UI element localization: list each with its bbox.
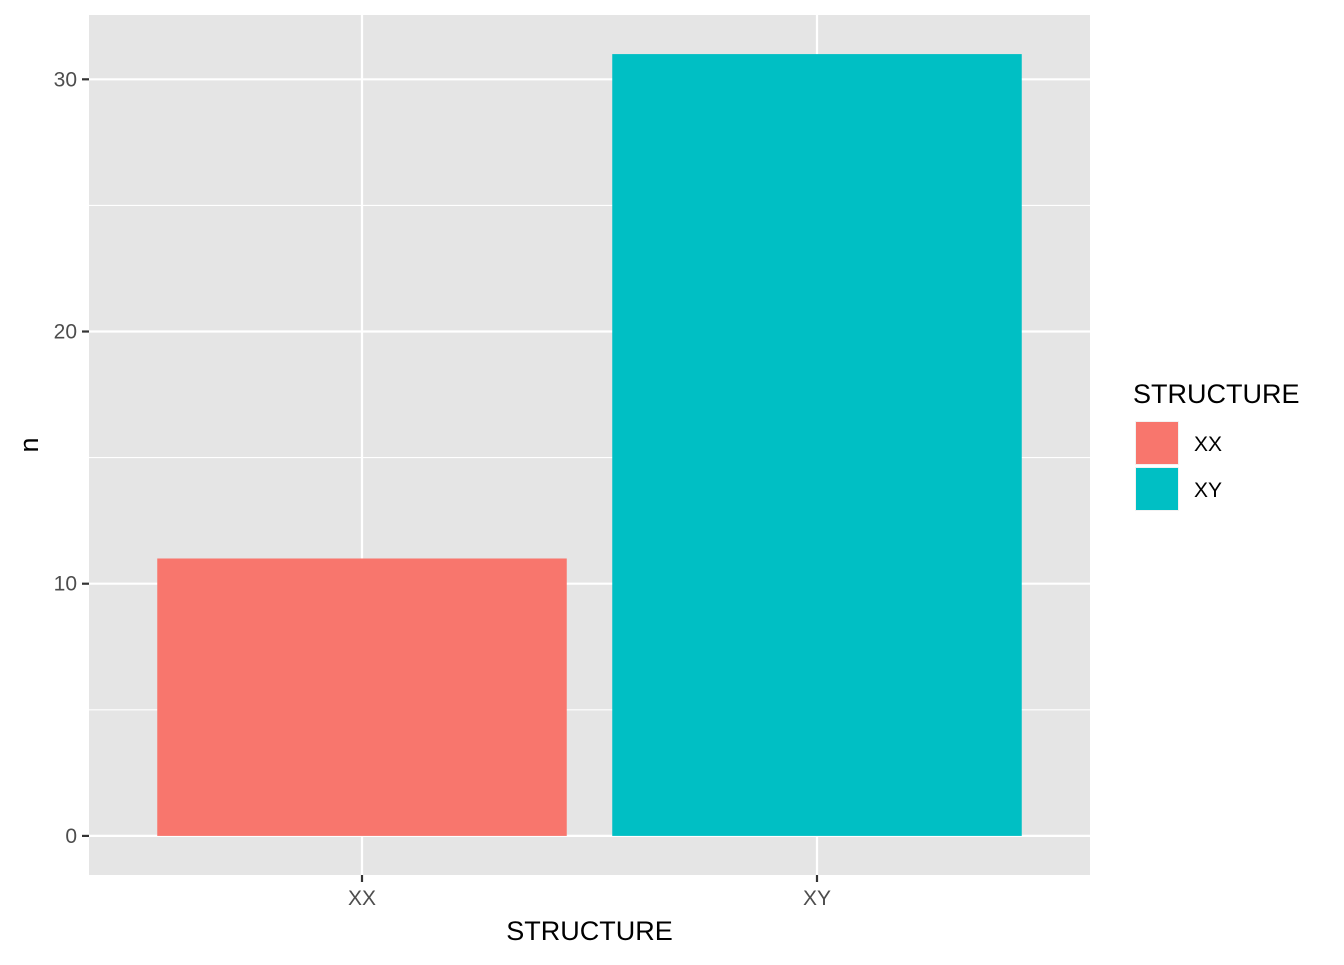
legend-swatch-xx — [1136, 422, 1178, 464]
bar-xy — [612, 54, 1022, 836]
bar-xx — [157, 558, 567, 836]
x-axis: XX XY — [348, 875, 831, 910]
y-tick-label: 10 — [54, 573, 77, 596]
legend-label-xx: XX — [1194, 433, 1222, 456]
y-tick-label: 30 — [54, 68, 77, 91]
legend-swatch-xy — [1136, 468, 1178, 510]
legend-items: XX XY — [1135, 421, 1222, 511]
y-axis-title: n — [14, 437, 44, 452]
x-tick-label: XY — [803, 887, 831, 910]
x-tick-label: XX — [348, 887, 376, 910]
y-tick-label: 20 — [54, 321, 77, 344]
legend: STRUCTURE XX XY — [1133, 379, 1300, 511]
bars — [157, 54, 1022, 836]
x-axis-title: STRUCTURE — [506, 916, 673, 946]
y-axis: 0 10 20 30 — [54, 68, 89, 848]
legend-title: STRUCTURE — [1133, 379, 1300, 409]
legend-label-xy: XY — [1194, 479, 1222, 502]
y-tick-label: 0 — [65, 825, 77, 848]
